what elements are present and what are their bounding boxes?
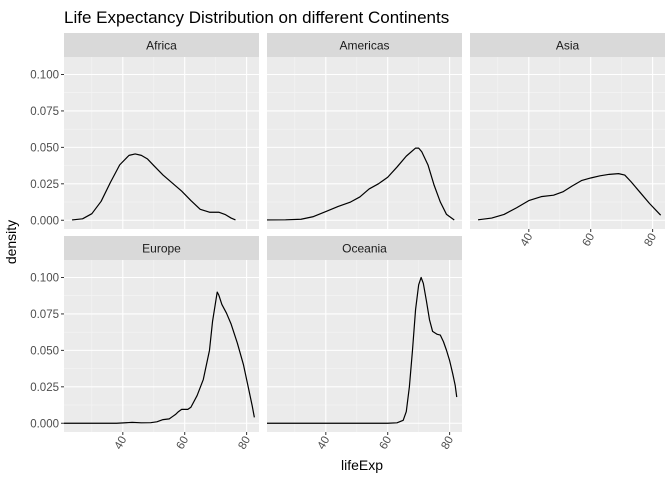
- x-tick-label: 60: [175, 435, 192, 452]
- density-line-europe: [64, 291, 255, 424]
- panel-background: [267, 57, 462, 229]
- facet-strip: [470, 33, 665, 57]
- y-tick-label: 0.025: [30, 179, 59, 191]
- y-tick-label: 0.100: [30, 272, 59, 284]
- density-line-asia: [477, 173, 662, 221]
- y-tick-label: 0.075: [30, 106, 59, 118]
- facet-strip-label: Asia: [556, 39, 580, 53]
- facet-strip-label: Americas: [339, 39, 389, 53]
- density-line-africa: [71, 153, 236, 221]
- y-tick-label: 0.000: [30, 215, 59, 227]
- panel-background: [64, 260, 259, 432]
- facet-strip-label: Oceania: [342, 242, 387, 256]
- x-axis-title: lifeExp: [341, 457, 383, 473]
- facet-oceania: Oceania 40 60 80: [267, 236, 462, 452]
- facet-asia: Asia 40 60 80: [470, 33, 665, 249]
- facet-strip-label: Africa: [146, 39, 177, 53]
- y-tick-label: 0.100: [30, 69, 59, 81]
- x-tick-label: 40: [316, 435, 333, 452]
- density-line-americas: [266, 147, 455, 221]
- x-tick-label: 60: [581, 232, 598, 249]
- y-tick-label: 0.075: [30, 309, 59, 321]
- x-tick-label: 40: [519, 232, 536, 249]
- y-tick-label: 0.025: [30, 382, 59, 394]
- facet-europe: Europe 0.000 0.025 0.050 0.075 0.100 40 60 80: [30, 236, 259, 452]
- facet-panels: Africa 0.000 0.025 0.050 0.075 0.100 Americas A…: [30, 33, 665, 452]
- y-tick-label: 0.050: [30, 345, 59, 357]
- x-tick-label: 40: [113, 435, 130, 452]
- facet-strip: [64, 33, 259, 57]
- y-tick-label: 0.050: [30, 142, 59, 154]
- chart-title: Life Expectancy Distribution on differen…: [64, 8, 449, 27]
- facet-strip: [64, 236, 259, 260]
- y-tick-label: 0.000: [30, 418, 59, 430]
- facet-africa: Africa 0.000 0.025 0.050 0.075 0.100: [30, 33, 259, 229]
- y-axis-title: density: [3, 220, 19, 264]
- facet-americas: Americas: [266, 33, 462, 229]
- x-tick-label: 80: [236, 435, 253, 452]
- density-line-oceania: [267, 276, 458, 424]
- x-tick-label: 80: [439, 435, 456, 452]
- x-tick-label: 80: [642, 232, 659, 249]
- panel-background: [267, 260, 462, 432]
- facet-strip: [267, 33, 462, 57]
- x-tick-label: 60: [378, 435, 395, 452]
- panel-background: [470, 57, 665, 229]
- facet-strip: [267, 236, 462, 260]
- facet-strip-label: Europe: [142, 242, 181, 256]
- panel-background: [64, 57, 259, 229]
